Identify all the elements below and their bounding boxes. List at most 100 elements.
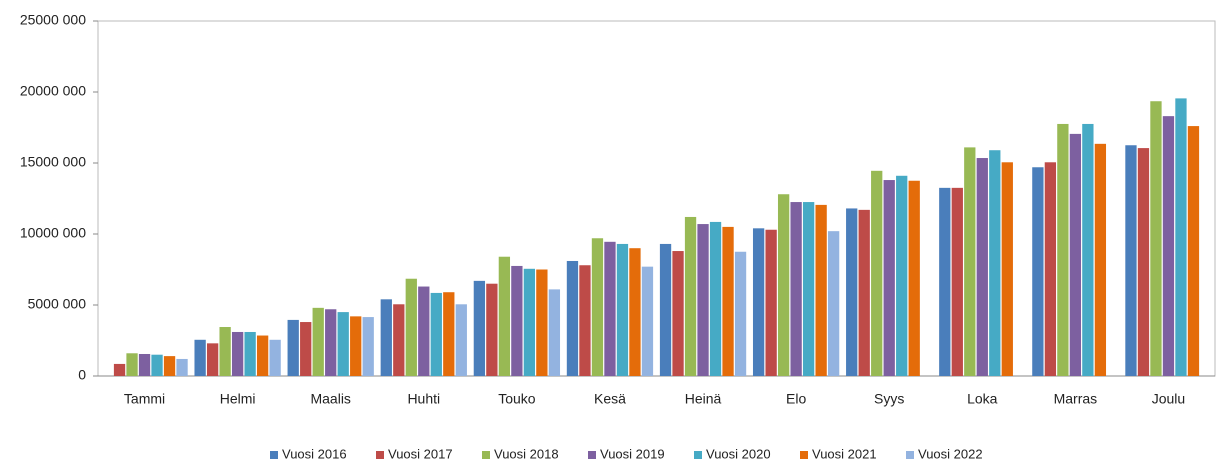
bar <box>244 331 256 376</box>
bar <box>827 231 840 376</box>
x-tick-label: Maalis <box>310 391 350 407</box>
bar <box>511 265 523 376</box>
bar <box>337 312 349 376</box>
legend-label: Vuosi 2018 <box>494 446 559 461</box>
bar <box>659 243 672 376</box>
bar <box>151 354 163 376</box>
bar <box>989 150 1001 376</box>
bar <box>362 317 374 376</box>
bar <box>1057 123 1069 376</box>
bar <box>1069 133 1082 376</box>
bar <box>219 327 231 376</box>
bar <box>380 299 392 376</box>
bar <box>1001 162 1013 376</box>
bar <box>672 251 684 376</box>
x-tick-label: Helmi <box>220 391 256 407</box>
legend-label: Vuosi 2017 <box>388 446 453 461</box>
bar <box>629 248 641 376</box>
bar <box>455 304 467 376</box>
bar <box>604 241 616 376</box>
bar <box>1094 143 1107 376</box>
bar <box>287 319 299 376</box>
bar <box>1044 162 1057 376</box>
legend-label: Vuosi 2016 <box>282 446 347 461</box>
bar <box>939 187 951 376</box>
bar <box>1032 167 1044 376</box>
bar <box>138 353 151 376</box>
x-tick-label: Elo <box>786 391 806 407</box>
bar <box>350 316 362 376</box>
bar <box>964 147 976 376</box>
bar <box>443 292 455 376</box>
legend-label: Vuosi 2021 <box>812 446 877 461</box>
bar <box>1162 116 1175 376</box>
bar <box>697 224 709 376</box>
bar <box>871 170 883 376</box>
legend-label: Vuosi 2020 <box>706 446 771 461</box>
y-tick-label: 15000 000 <box>20 154 86 170</box>
bar <box>393 304 405 376</box>
bar <box>908 180 920 376</box>
bar <box>709 221 722 376</box>
y-tick-label: 0 <box>78 367 86 383</box>
bar <box>1137 148 1150 376</box>
x-tick-label: Huhti <box>407 391 440 407</box>
bar <box>777 194 790 376</box>
bar <box>951 187 963 376</box>
bar <box>752 228 765 376</box>
bar <box>1150 101 1162 376</box>
bar <box>113 363 126 376</box>
bar <box>176 358 188 376</box>
bar <box>269 339 281 376</box>
bar <box>815 204 827 376</box>
bar <box>312 307 324 376</box>
x-tick-label: Tammi <box>124 391 165 407</box>
legend-swatch <box>906 451 914 459</box>
x-tick-label: Heinä <box>685 391 722 407</box>
bar <box>430 292 442 376</box>
bar <box>231 331 244 376</box>
bar <box>126 353 138 376</box>
bar <box>591 238 604 376</box>
bar <box>734 251 747 376</box>
bar <box>194 339 206 376</box>
bar <box>206 343 219 376</box>
legend-label: Vuosi 2019 <box>600 446 665 461</box>
bar <box>256 335 269 376</box>
x-tick-label: Touko <box>498 391 536 407</box>
x-tick-label: Joulu <box>1152 391 1185 407</box>
x-tick-label: Loka <box>967 391 998 407</box>
bar <box>1125 145 1137 376</box>
bar <box>498 256 511 376</box>
y-tick-label: 20000 000 <box>20 83 86 99</box>
legend-swatch <box>482 451 490 459</box>
bar <box>523 268 536 376</box>
legend-label: Vuosi 2022 <box>918 446 983 461</box>
bar <box>883 180 895 376</box>
bar <box>896 175 908 376</box>
bar <box>641 266 654 376</box>
x-tick-label: Syys <box>874 391 904 407</box>
y-tick-label: 10000 000 <box>20 225 86 241</box>
bar <box>790 202 802 376</box>
bar <box>976 158 988 376</box>
x-tick-label: Kesä <box>594 391 626 407</box>
legend-swatch <box>694 451 702 459</box>
bar <box>473 280 486 376</box>
bar <box>846 208 858 376</box>
bar <box>536 269 548 376</box>
bar <box>1187 126 1200 376</box>
bar <box>722 226 734 376</box>
bar <box>684 216 697 376</box>
legend-swatch <box>800 451 808 459</box>
bar <box>566 260 579 376</box>
bar <box>300 322 312 376</box>
bar <box>163 356 176 376</box>
bar <box>418 286 430 376</box>
bar <box>802 202 815 376</box>
bar <box>579 265 591 376</box>
bar <box>765 229 777 376</box>
bar <box>1175 98 1187 376</box>
bar <box>1082 123 1094 376</box>
